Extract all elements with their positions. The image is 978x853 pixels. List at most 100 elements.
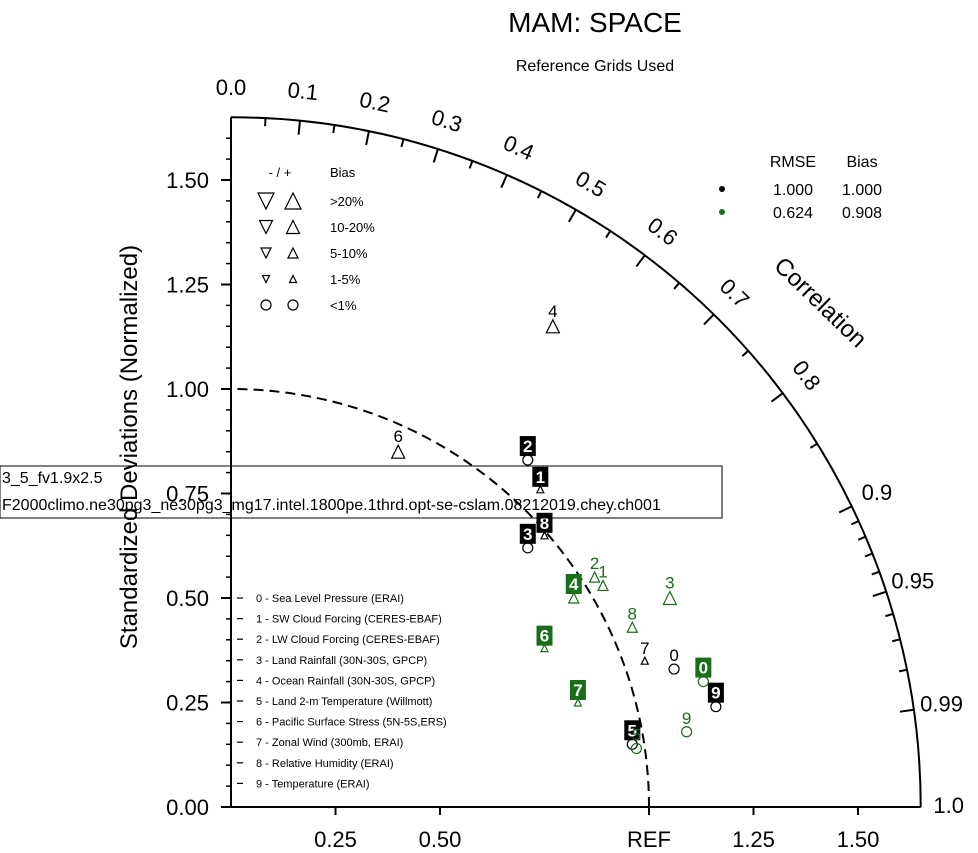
variable-legend-item: 4 - Ocean Rainfall (30N-30S, GPCP) bbox=[256, 675, 435, 687]
variable-legend-item: 9 - Temperature (ERAI) bbox=[256, 778, 370, 790]
data-point-label: 3 bbox=[523, 525, 532, 544]
data-point-label-box bbox=[624, 720, 641, 741]
y-tick-label: 0.00 bbox=[166, 795, 209, 820]
data-point-marker bbox=[630, 742, 643, 755]
correlation-tick bbox=[500, 174, 508, 189]
bias-legend-down-triangle bbox=[257, 192, 275, 211]
bias-legend-circle bbox=[260, 299, 272, 311]
correlation-tick bbox=[899, 708, 914, 713]
overlay-box bbox=[0, 465, 723, 519]
data-point-marker bbox=[540, 643, 549, 653]
case-legend-bias: 1.000 bbox=[842, 182, 882, 199]
correlation-tick bbox=[297, 120, 301, 135]
data-point-marker bbox=[626, 620, 639, 633]
data-point-marker bbox=[588, 570, 601, 583]
data-point-marker bbox=[597, 579, 609, 592]
data-point-label: 2 bbox=[590, 554, 599, 573]
data-point-label: 7 bbox=[640, 639, 649, 658]
x-tick-label: REF bbox=[627, 827, 671, 852]
data-point-marker bbox=[522, 542, 534, 554]
data-point-marker bbox=[573, 697, 583, 707]
bias-legend-label: >20% bbox=[330, 194, 364, 209]
correlation-tick-label: 0.7 bbox=[715, 274, 754, 313]
chart-subtitle: Reference Grids Used bbox=[516, 58, 674, 75]
data-point-label: 8 bbox=[540, 514, 549, 533]
x-tick-label: 0.50 bbox=[419, 827, 462, 852]
data-point-label: 2 bbox=[523, 437, 532, 456]
correlation-minor-tick bbox=[400, 138, 405, 148]
correlation-tick bbox=[838, 505, 853, 514]
correlation-minor-tick bbox=[857, 535, 866, 541]
bias-legend-sign-header: - / + bbox=[269, 165, 292, 180]
case-legend-rmse-header: RMSE bbox=[770, 154, 816, 171]
data-point-label: 9 bbox=[711, 684, 720, 703]
correlation-minor-tick bbox=[871, 570, 880, 576]
y-tick-label: 0.50 bbox=[166, 586, 209, 611]
outer-arc bbox=[230, 116, 922, 808]
correlation-tick-label: 0.1 bbox=[286, 77, 319, 105]
case-name-overlay: 3_5_fv1.9x2.5 F2000climo.ne30pg3_ne30pg3_… bbox=[0, 465, 723, 519]
correlation-tick-label: 0.2 bbox=[357, 87, 392, 118]
data-point-marker bbox=[535, 484, 545, 494]
correlation-minor-tick bbox=[864, 552, 873, 558]
y-axis-label: Standardized Deviations (Normalized) bbox=[116, 245, 143, 649]
correlation-tick bbox=[703, 313, 715, 326]
bias-legend-label: <1% bbox=[330, 298, 357, 313]
correlation-tick bbox=[432, 148, 439, 163]
variable-legend-item: 5 - Land 2-m Temperature (Willmott) bbox=[256, 696, 432, 708]
variable-legend-item: 0 - Sea Level Pressure (ERAI) bbox=[256, 593, 404, 605]
data-point-label: 5 bbox=[632, 725, 641, 744]
data-point-label: 0 bbox=[699, 659, 708, 678]
bias-legend-up-triangle bbox=[287, 246, 299, 259]
chart-title: MAM: SPACE bbox=[508, 7, 682, 38]
bias-legend-label: 10-20% bbox=[330, 220, 375, 235]
data-point-label-box bbox=[532, 466, 549, 487]
data-point-marker bbox=[390, 443, 406, 459]
case-legend-rmse: 0.624 bbox=[773, 205, 813, 222]
correlation-tick bbox=[635, 254, 646, 268]
data-point-marker bbox=[567, 591, 580, 604]
correlation-minor-tick bbox=[741, 350, 749, 357]
data-point-marker bbox=[522, 454, 534, 466]
bias-legend-label: 1-5% bbox=[330, 272, 361, 287]
data-point-label: 5 bbox=[628, 721, 637, 740]
correlation-minor-tick bbox=[468, 160, 474, 169]
x-tick-label: 1.25 bbox=[732, 827, 775, 852]
x-tick-label: 0.25 bbox=[314, 827, 357, 852]
correlation-minor-tick bbox=[809, 442, 818, 449]
correlation-minor-tick bbox=[673, 282, 681, 290]
data-point-label: 3 bbox=[665, 574, 674, 593]
case-legend-rmse: 1.000 bbox=[773, 182, 813, 199]
correlation-minor-tick bbox=[898, 668, 908, 673]
case-legend-bias: 0.908 bbox=[842, 205, 882, 222]
data-point-marker bbox=[681, 726, 693, 738]
data-point-label: 6 bbox=[540, 627, 549, 646]
reference-arc bbox=[230, 388, 650, 808]
data-point-label: 8 bbox=[628, 604, 637, 623]
correlation-minor-tick bbox=[892, 638, 901, 643]
data-point-label-box bbox=[519, 436, 536, 457]
data-point-label: 9 bbox=[682, 709, 691, 728]
bias-legend-up-triangle bbox=[285, 219, 301, 235]
correlation-tick-label: 1.0 bbox=[933, 793, 964, 818]
data-point-label: 4 bbox=[569, 575, 579, 594]
correlation-tick bbox=[365, 131, 370, 146]
bias-legend-header: Bias bbox=[330, 165, 356, 180]
data-point-marker bbox=[668, 663, 680, 675]
data-point-marker bbox=[545, 318, 561, 334]
correlation-tick-label: 0.4 bbox=[500, 130, 538, 165]
data-point-label: 4 bbox=[548, 302, 557, 321]
bias-legend-down-triangle bbox=[260, 247, 272, 260]
correlation-tick bbox=[872, 590, 887, 597]
correlation-tick-label: 0.6 bbox=[643, 212, 682, 250]
data-point-label-box bbox=[707, 682, 724, 703]
correlation-label: Correlation bbox=[769, 252, 872, 353]
bias-legend-down-triangle bbox=[258, 219, 274, 235]
data-point-label: 0 bbox=[669, 646, 678, 665]
case-legend-dot bbox=[719, 186, 725, 192]
overlay-grid-text: 3_5_fv1.9x2.5 bbox=[2, 470, 103, 487]
bias-legend-label: 5-10% bbox=[330, 246, 368, 261]
data-point-marker bbox=[710, 701, 722, 713]
correlation-minor-tick bbox=[605, 230, 612, 239]
